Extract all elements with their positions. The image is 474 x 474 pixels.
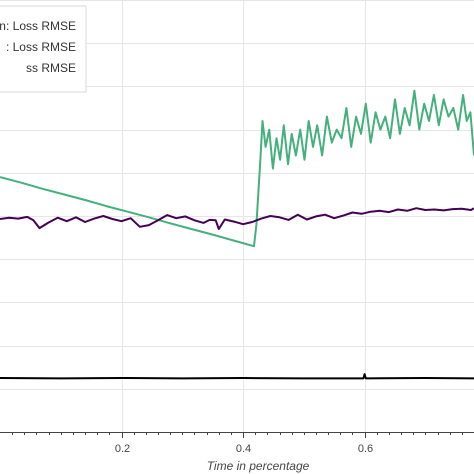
series-line-1 [0,89,474,248]
series-line-3 [0,373,474,380]
legend-entry-2: : Loss RMSE [6,40,76,54]
series-lines [0,89,474,380]
x-axis-title: Time in percentage [207,459,310,473]
x-tick-label: 0.6 [358,443,373,455]
grid [0,0,474,433]
legend: n: Loss RMSE : Loss RMSE ss RMSE [0,5,87,93]
x-tick-label: 0.2 [115,443,130,455]
x-axis: 0.2 0.4 0.6 [0,432,474,455]
legend-entry-3: ss RMSE [26,61,76,75]
x-tick-label: 0.4 [236,443,251,455]
series-line-2 [0,207,474,230]
legend-box [0,5,87,93]
legend-entry-1: n: Loss RMSE [0,19,76,33]
